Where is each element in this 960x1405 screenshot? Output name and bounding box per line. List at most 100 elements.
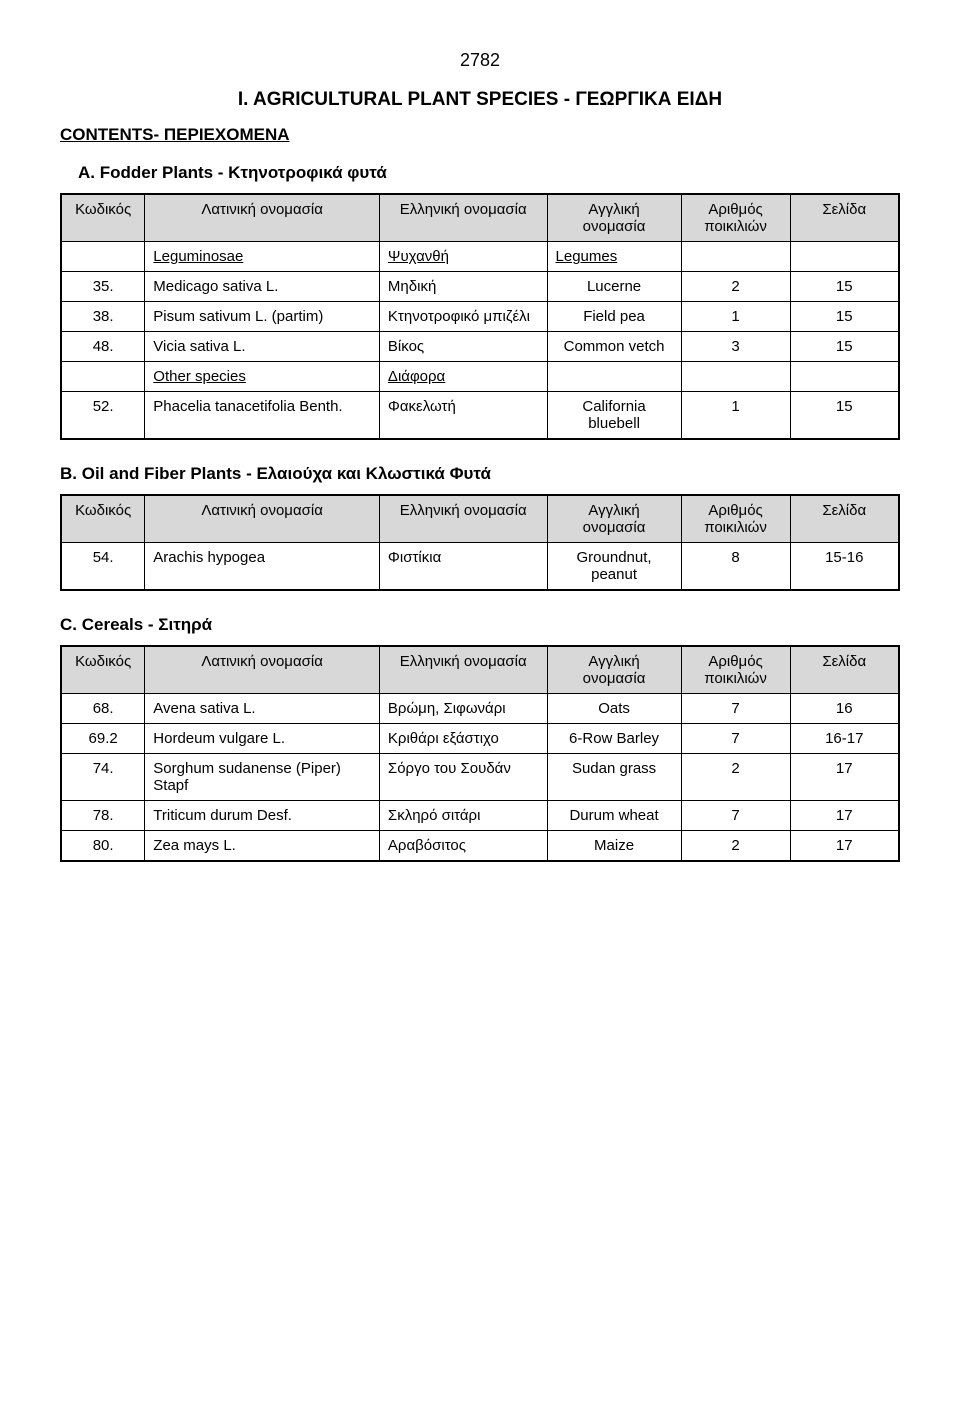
cell-num: 8 — [681, 543, 790, 591]
table-a: Κωδικός Λατινική ονομασία Ελληνική ονομα… — [60, 193, 900, 440]
cell-page: 15 — [790, 272, 899, 302]
cell-greek: Σόργο του Σουδάν — [379, 754, 547, 801]
header-page: Σελίδα — [790, 194, 899, 242]
table-header-row: Κωδικός Λατινική ονομασία Ελληνική ονομα… — [61, 495, 899, 543]
table-row: 38. Pisum sativum L. (partim) Κτηνοτροφι… — [61, 302, 899, 332]
table-row: 69.2 Hordeum vulgare L. Κριθάρι εξάστιχο… — [61, 724, 899, 754]
sub-latin: Leguminosae — [145, 242, 380, 272]
section-c-title: C. Cereals - Σιτηρά — [60, 615, 900, 635]
table-header-row: Κωδικός Λατινική ονομασία Ελληνική ονομα… — [61, 194, 899, 242]
header-english: Αγγλική ονομασία — [547, 646, 681, 694]
cell-latin: Phacelia tanacetifolia Benth. — [145, 392, 380, 440]
section-b-title: B. Oil and Fiber Plants - Ελαιούχα και Κ… — [60, 464, 900, 484]
cell-english: 6-Row Barley — [547, 724, 681, 754]
table-c: Κωδικός Λατινική ονομασία Ελληνική ονομα… — [60, 645, 900, 862]
cell-code: 69.2 — [61, 724, 145, 754]
cell-greek: Φιστίκια — [379, 543, 547, 591]
header-page: Σελίδα — [790, 646, 899, 694]
page-number: 2782 — [60, 50, 900, 71]
table-row: 78. Triticum durum Desf. Σκληρό σιτάρι D… — [61, 801, 899, 831]
cell-english: Maize — [547, 831, 681, 862]
cell-code: 78. — [61, 801, 145, 831]
table-row: 48. Vicia sativa L. Βίκος Common vetch 3… — [61, 332, 899, 362]
cell-page: 17 — [790, 831, 899, 862]
table-header-row: Κωδικός Λατινική ονομασία Ελληνική ονομα… — [61, 646, 899, 694]
cell-code: 38. — [61, 302, 145, 332]
cell-code: 52. — [61, 392, 145, 440]
cell-num: 2 — [681, 754, 790, 801]
header-latin: Λατινική ονομασία — [145, 646, 380, 694]
cell-english: Field pea — [547, 302, 681, 332]
table-subheader: Leguminosae Ψυχανθή Legumes — [61, 242, 899, 272]
cell-code: 68. — [61, 694, 145, 724]
header-code: Κωδικός — [61, 495, 145, 543]
cell-latin: Hordeum vulgare L. — [145, 724, 380, 754]
header-num: Αριθμός ποικιλιών — [681, 646, 790, 694]
table-row: 68. Avena sativa L. Βρώμη, Σιφωνάρι Oats… — [61, 694, 899, 724]
cell-english: Sudan grass — [547, 754, 681, 801]
cell-latin: Triticum durum Desf. — [145, 801, 380, 831]
header-english: Αγγλική ονομασία — [547, 495, 681, 543]
header-greek: Ελληνική ονομασία — [379, 646, 547, 694]
cell-page: 15-16 — [790, 543, 899, 591]
cell-page: 15 — [790, 392, 899, 440]
header-code: Κωδικός — [61, 646, 145, 694]
main-title: I. AGRICULTURAL PLANT SPECIES - ΓΕΩΡΓΙΚΑ… — [60, 89, 900, 111]
cell-greek: Αραβόσιτος — [379, 831, 547, 862]
table-subheader: Other species Διάφορα — [61, 362, 899, 392]
header-page: Σελίδα — [790, 495, 899, 543]
cell-code: 48. — [61, 332, 145, 362]
sub-english: Legumes — [547, 242, 681, 272]
cell-greek: Βίκος — [379, 332, 547, 362]
header-code: Κωδικός — [61, 194, 145, 242]
section-a-title: A. Fodder Plants - Κτηνοτροφικά φυτά — [78, 163, 900, 183]
cell-num: 7 — [681, 694, 790, 724]
table-row: 54. Arachis hypogea Φιστίκια Groundnut, … — [61, 543, 899, 591]
cell-num: 3 — [681, 332, 790, 362]
cell-latin: Pisum sativum L. (partim) — [145, 302, 380, 332]
header-greek: Ελληνική ονομασία — [379, 495, 547, 543]
cell-num: 2 — [681, 272, 790, 302]
cell-latin: Vicia sativa L. — [145, 332, 380, 362]
cell-page: 16-17 — [790, 724, 899, 754]
cell-greek: Σκληρό σιτάρι — [379, 801, 547, 831]
cell-num: 7 — [681, 801, 790, 831]
cell-latin: Zea mays L. — [145, 831, 380, 862]
table-row: 74. Sorghum sudanense (Piper) Stapf Σόργ… — [61, 754, 899, 801]
cell-page: 15 — [790, 332, 899, 362]
table-b: Κωδικός Λατινική ονομασία Ελληνική ονομα… — [60, 494, 900, 591]
cell-english: Oats — [547, 694, 681, 724]
cell-code: 54. — [61, 543, 145, 591]
header-latin: Λατινική ονομασία — [145, 194, 380, 242]
cell-greek: Μηδική — [379, 272, 547, 302]
cell-page: 16 — [790, 694, 899, 724]
cell-latin: Sorghum sudanense (Piper) Stapf — [145, 754, 380, 801]
cell-code: 35. — [61, 272, 145, 302]
cell-greek: Φακελωτή — [379, 392, 547, 440]
cell-latin: Medicago sativa L. — [145, 272, 380, 302]
cell-page: 17 — [790, 754, 899, 801]
cell-num: 7 — [681, 724, 790, 754]
cell-latin: Avena sativa L. — [145, 694, 380, 724]
cell-english: Durum wheat — [547, 801, 681, 831]
table-row: 80. Zea mays L. Αραβόσιτος Maize 2 17 — [61, 831, 899, 862]
cell-english: Common vetch — [547, 332, 681, 362]
cell-latin: Arachis hypogea — [145, 543, 380, 591]
sub-greek: Διάφορα — [379, 362, 547, 392]
cell-english: California bluebell — [547, 392, 681, 440]
cell-num: 1 — [681, 392, 790, 440]
cell-english: Groundnut, peanut — [547, 543, 681, 591]
cell-code: 74. — [61, 754, 145, 801]
header-num: Αριθμός ποικιλιών — [681, 194, 790, 242]
header-english: Αγγλική ονομασία — [547, 194, 681, 242]
header-greek: Ελληνική ονομασία — [379, 194, 547, 242]
cell-greek: Βρώμη, Σιφωνάρι — [379, 694, 547, 724]
header-num: Αριθμός ποικιλιών — [681, 495, 790, 543]
sub-latin: Other species — [145, 362, 380, 392]
cell-num: 1 — [681, 302, 790, 332]
cell-page: 15 — [790, 302, 899, 332]
sub-greek: Ψυχανθή — [379, 242, 547, 272]
cell-english: Lucerne — [547, 272, 681, 302]
cell-greek: Κριθάρι εξάστιχο — [379, 724, 547, 754]
table-row: 35. Medicago sativa L. Μηδική Lucerne 2 … — [61, 272, 899, 302]
